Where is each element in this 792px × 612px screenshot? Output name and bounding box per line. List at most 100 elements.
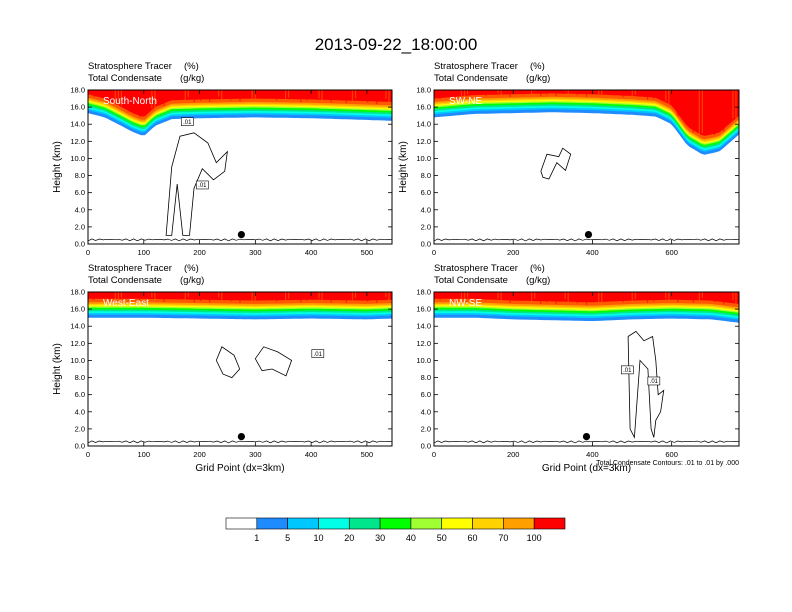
y-tick-label: 10.0	[416, 154, 431, 163]
y-axis-label: Height (km)	[398, 141, 409, 193]
y-tick-label: 4.0	[75, 407, 85, 416]
subtitle-tracer: Stratosphere Tracer	[434, 263, 518, 274]
y-tick-label: 4.0	[421, 407, 431, 416]
y-tick-label: 8.0	[75, 171, 85, 180]
plot-frame	[433, 291, 740, 447]
x-tick-label: 400	[305, 450, 318, 459]
colorbar: 1 5 10 20 30 40 50 60 70 100	[225, 517, 566, 543]
contour-label-box	[620, 365, 634, 375]
contour-label: .01	[650, 379, 659, 385]
y-tick-label: 12.0	[70, 339, 85, 348]
y-tick-label: 4.0	[421, 205, 431, 214]
y-tick-label: 4.0	[75, 205, 85, 214]
x-axis-label: Grid Point (dx=3km)	[195, 463, 284, 474]
condensate-contour	[215, 346, 241, 379]
subtitle-condensate-units: (g/kg)	[526, 275, 550, 286]
x-tick-label: 300	[249, 248, 262, 257]
y-tick-label: 14.0	[416, 120, 431, 129]
contour-label: .01	[183, 120, 192, 126]
y-tick-label: 10.0	[416, 356, 431, 365]
colorbar-label: 50	[437, 533, 447, 543]
condensate-contour	[165, 132, 228, 236]
colorbar-label: 30	[375, 533, 385, 543]
panel-west-east: West-East Stratosphere Tracer (%) Total Con…	[52, 263, 393, 474]
colorbar-label: 100	[527, 533, 542, 543]
y-axis-label: Height (km)	[52, 343, 63, 395]
colorbar-box-4	[318, 517, 350, 530]
condensate-contour	[540, 147, 572, 180]
location-marker	[584, 230, 593, 239]
x-tick-label: 0	[86, 450, 90, 459]
subtitle-tracer: Stratosphere Tracer	[88, 61, 172, 72]
figure-title: 2013-09-22_18:00:00	[315, 35, 478, 54]
y-tick-label: 18.0	[416, 86, 431, 95]
subtitle-condensate: Total Condensate	[434, 73, 508, 84]
subtitle-condensate-units: (g/kg)	[180, 275, 204, 286]
colorbar-box-7	[410, 517, 443, 530]
y-tick-label: 2.0	[421, 424, 431, 433]
panel-label: South-North	[103, 96, 157, 107]
y-tick-label: 12.0	[416, 137, 431, 146]
y-tick-label: 14.0	[70, 322, 85, 331]
x-tick-label: 500	[361, 248, 374, 257]
plot-frame	[87, 89, 393, 245]
contour-label: .01	[314, 352, 323, 358]
x-tick-label: 500	[361, 450, 374, 459]
subtitle-tracer: Stratosphere Tracer	[88, 263, 172, 274]
y-tick-label: 2.0	[75, 222, 85, 231]
x-tick-label: 200	[507, 248, 520, 257]
contour-label-box	[196, 180, 209, 190]
condensate-contour	[254, 346, 293, 377]
y-tick-label: 6.0	[75, 390, 85, 399]
surface-contour	[88, 440, 392, 444]
y-tick-label: 14.0	[416, 322, 431, 331]
x-tick-label: 600	[665, 450, 678, 459]
contour-label-box	[647, 376, 661, 386]
subtitle-tracer: Stratosphere Tracer	[434, 61, 518, 72]
plot-frame	[433, 89, 740, 245]
colorbar-box-1	[225, 517, 258, 530]
panel-label: West-East	[103, 298, 149, 309]
contour-label: .01	[623, 368, 632, 374]
panel-sw-ne: SW-NE Stratosphere Tracer (%) Total Condens…	[398, 61, 740, 257]
x-tick-label: 100	[138, 450, 151, 459]
y-tick-label: 0.0	[421, 442, 431, 451]
colorbar-box-10	[503, 517, 535, 530]
colorbar-box-6	[379, 517, 412, 530]
y-tick-label: 8.0	[421, 171, 431, 180]
colorbar-box-5	[348, 517, 381, 530]
y-tick-label: 8.0	[75, 373, 85, 382]
colorbar-box-8	[441, 517, 473, 530]
y-tick-label: 16.0	[416, 305, 431, 314]
y-tick-label: 14.0	[70, 120, 85, 129]
panel-nw-se: NW-SE Stratosphere Tracer (%) Total Condens…	[416, 263, 740, 474]
y-tick-label: 2.0	[421, 222, 431, 231]
location-marker	[237, 230, 245, 239]
surface-contour	[434, 440, 739, 444]
tracer-field	[434, 90, 739, 242]
panels: South-North Stratosphere Tracer (%) Total C…	[52, 61, 740, 474]
x-tick-label: 200	[193, 450, 206, 459]
colorbar-label: 10	[313, 533, 323, 543]
x-tick-label: 600	[665, 248, 678, 257]
y-tick-label: 12.0	[70, 137, 85, 146]
location-marker	[237, 432, 245, 441]
colorbar-label: 20	[344, 533, 354, 543]
y-tick-label: 6.0	[421, 390, 431, 399]
subtitle-tracer-units: (%)	[530, 61, 545, 72]
subtitle-condensate-units: (g/kg)	[526, 73, 550, 84]
y-tick-label: 2.0	[75, 424, 85, 433]
panel-label: NW-SE	[449, 298, 482, 309]
y-tick-label: 18.0	[416, 288, 431, 297]
y-tick-label: 12.0	[416, 339, 431, 348]
panel-south-north: South-North Stratosphere Tracer (%) Total C…	[52, 61, 393, 257]
x-tick-label: 0	[432, 450, 436, 459]
y-tick-label: 18.0	[70, 86, 85, 95]
x-tick-label: 0	[86, 248, 90, 257]
colorbar-box-2	[256, 517, 288, 530]
colorbar-label: 1	[254, 533, 259, 543]
panel-label: SW-NE	[449, 96, 482, 107]
y-tick-label: 0.0	[75, 240, 85, 249]
y-tick-label: 0.0	[421, 240, 431, 249]
